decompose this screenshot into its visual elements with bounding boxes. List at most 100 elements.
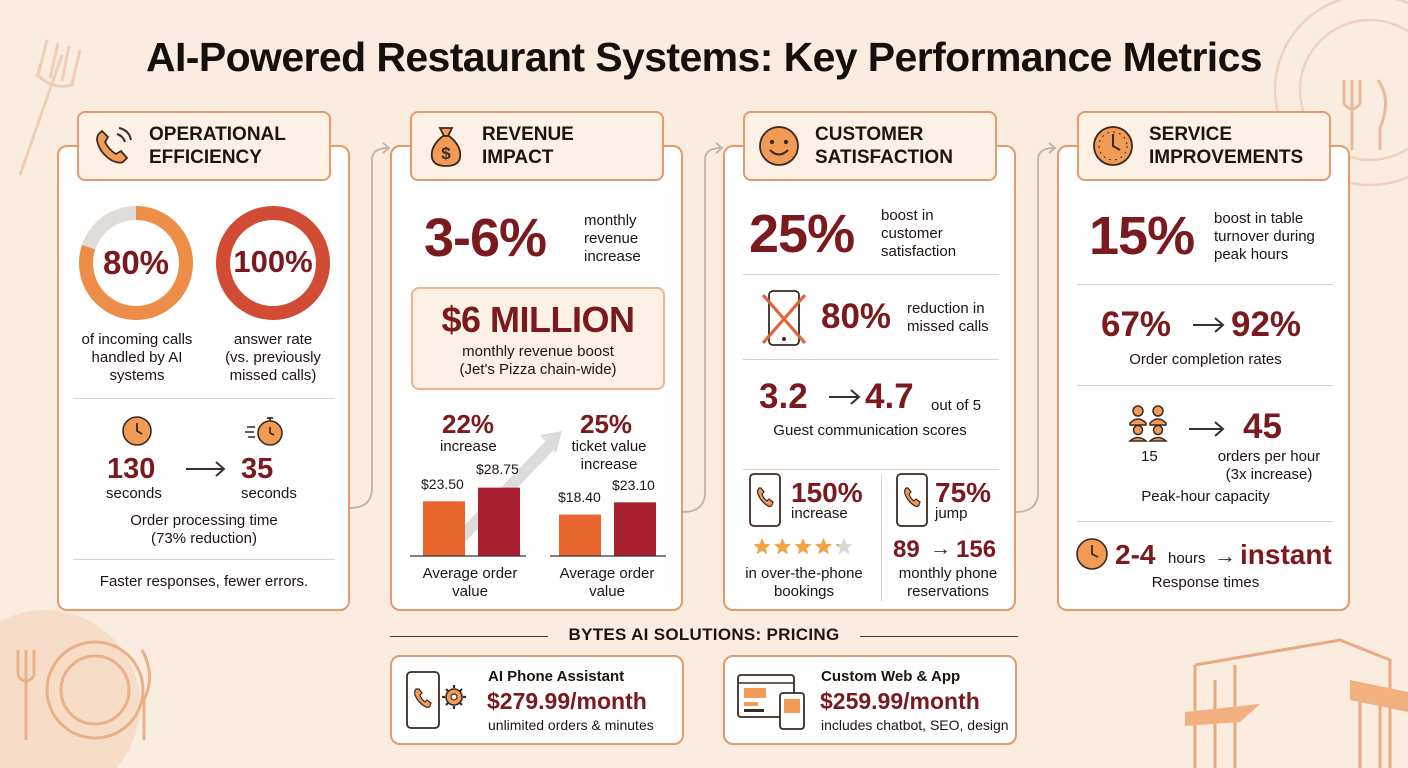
arrow-right-icon — [186, 461, 226, 477]
service-improvements-header: SERVICE IMPROVEMENTS — [1077, 111, 1331, 181]
service-headline-value: 15% — [1089, 206, 1195, 266]
response-label: Response times — [1151, 574, 1260, 591]
score-before: 3.2 — [759, 377, 808, 416]
money-bag-icon: $ — [430, 127, 462, 167]
ticket-value-bar-before — [559, 514, 601, 556]
answer-rate-value: 100% — [233, 244, 313, 279]
processing-time-before: 130 — [107, 453, 156, 485]
bookings-value: 150% — [791, 477, 863, 508]
bookings-footer: in over-the-phone bookings — [745, 565, 863, 600]
pricing-rule-left — [390, 636, 548, 637]
revenue-impact-header: $ REVENUE IMPACT — [410, 111, 664, 181]
star-icon — [814, 538, 833, 555]
star-icon — [835, 538, 853, 555]
trend-arrow-head — [540, 431, 562, 453]
arrow-right-icon — [1189, 421, 1225, 437]
order-value-bar-before — [423, 501, 465, 556]
stopwatch-icon — [245, 417, 283, 446]
mobile-phone-icon — [896, 473, 928, 527]
response-before: 2-4 — [1115, 539, 1156, 570]
order-value-bar-after — [478, 487, 520, 556]
service-headline-label: boost in table turnover during peak hour… — [1214, 210, 1315, 263]
revenue-bar-charts — [410, 431, 666, 557]
time-before-unit: seconds — [106, 485, 162, 502]
pricing-card-phone-assistant[interactable]: AI Phone Assistant $279.99/month unlimit… — [390, 655, 684, 745]
chart1-label: Average order value — [422, 565, 518, 600]
awning-decoration-2 — [1350, 680, 1408, 712]
phone-gear-icon — [406, 671, 466, 729]
missed-calls-value: 80% — [821, 297, 892, 336]
pricing-card-web-app[interactable]: Custom Web & App $259.99/month includes … — [723, 655, 1017, 745]
reservations-footer: monthly phone reservations — [898, 565, 998, 600]
satisfaction-headline-value: 25% — [749, 204, 855, 264]
web-app-icon — [737, 674, 805, 730]
restaurant-building-decoration-icon — [1193, 638, 1392, 768]
orders-after: 45 — [1243, 407, 1282, 446]
pricing-name-web: Custom Web & App — [821, 668, 961, 685]
revenue-boost-value: $6 MILLION — [441, 299, 635, 340]
processing-time-sub: (73% reduction) — [151, 530, 257, 547]
pricing-desc-phone: unlimited orders & minutes — [488, 717, 654, 733]
star-rating — [753, 538, 853, 555]
reservations-before: 89 — [893, 536, 920, 563]
page-title: AI-Powered Restaurant Systems: Key Perfo… — [145, 34, 1263, 80]
reservations-label: jump — [935, 505, 968, 522]
cutlery-decoration-icon — [1342, 79, 1387, 150]
service-improvements-card: 15% boost in table turnover during peak … — [1057, 145, 1350, 611]
svg-text:$: $ — [441, 144, 451, 163]
calls-handled-label: of incoming calls handled by AI systems — [81, 331, 193, 384]
order-value-pct-label: increase — [440, 438, 497, 455]
answer-rate-ring — [216, 206, 330, 320]
reservations-arrow: → — [930, 537, 951, 560]
orders-after-label: orders per hour (3x increase) — [1217, 448, 1321, 483]
revenue-headline-value: 3-6% — [424, 208, 547, 268]
reservations-value: 75% — [935, 477, 992, 508]
half-star-icon — [835, 543, 840, 555]
revenue-boost-label: monthly revenue boost — [462, 343, 614, 360]
no-phone-icon — [761, 290, 807, 346]
clock-icon — [122, 416, 152, 446]
completion-after: 92% — [1231, 305, 1302, 344]
star-icon — [794, 538, 812, 555]
pricing-name-phone: AI Phone Assistant — [488, 668, 625, 685]
ticket-value-pct: 25% — [580, 409, 633, 439]
ticket-value-pct-label: ticket value increase — [571, 438, 647, 473]
calls-handled-ring — [79, 206, 193, 320]
corner-blob-decoration — [0, 610, 140, 768]
pricing-rule-right — [860, 636, 1018, 637]
chart2-label: Average order value — [559, 565, 655, 600]
score-after: 4.7 — [865, 377, 914, 416]
order-value-after: $28.75 — [476, 461, 519, 477]
revenue-boost-box: $6 MILLION monthly revenue boost (Jet's … — [411, 287, 665, 390]
revenue-boost-sub: (Jet's Pizza chain-wide) — [459, 361, 617, 378]
score-suffix: out of 5 — [931, 397, 982, 414]
ticket-value-after: $23.10 — [612, 477, 655, 493]
clock-icon — [1093, 126, 1133, 166]
plate-left-decoration-icon — [16, 640, 151, 740]
revenue-headline-label: monthly revenue increase — [584, 212, 641, 265]
reservations-after: 156 — [956, 536, 997, 563]
ticket-value-bar-after — [614, 502, 656, 556]
smiley-face-icon — [759, 126, 799, 166]
satisfaction-headline-label: boost in customer satisfaction — [881, 207, 957, 260]
arrow-right-icon — [829, 389, 861, 405]
response-unit: hours — [1168, 550, 1206, 567]
revenue-impact-card: 3-6% monthly revenue increase $6 MILLION… — [390, 145, 683, 611]
ticket-value-before: $18.40 — [558, 489, 601, 505]
pricing-title: BYTES AI SOLUTIONS: PRICING — [568, 625, 840, 644]
bookings-label: increase — [791, 505, 848, 522]
response-arrow: → — [1214, 543, 1236, 568]
star-icon — [753, 538, 771, 555]
response-after: instant — [1240, 539, 1332, 570]
clock-icon — [1076, 538, 1108, 570]
mobile-phone-icon — [749, 473, 781, 527]
orders-before: 15 — [1141, 448, 1158, 465]
processing-time-label: Order processing time — [130, 512, 278, 529]
customer-satisfaction-card: 25% boost in customer satisfaction 80% r… — [723, 145, 1016, 611]
missed-calls-label: reduction in missed calls — [907, 300, 989, 335]
operational-efficiency-header: OPERATIONAL EFFICIENCY — [77, 111, 331, 181]
calls-handled-value: 80% — [102, 244, 170, 281]
people-group-icon — [1128, 405, 1168, 442]
star-icon — [773, 538, 792, 555]
phone-ringing-icon — [96, 127, 132, 164]
